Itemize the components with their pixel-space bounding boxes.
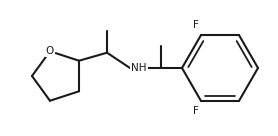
Text: F: F	[193, 106, 199, 116]
Text: NH: NH	[131, 63, 147, 73]
Text: F: F	[193, 20, 199, 30]
Text: O: O	[46, 46, 54, 56]
